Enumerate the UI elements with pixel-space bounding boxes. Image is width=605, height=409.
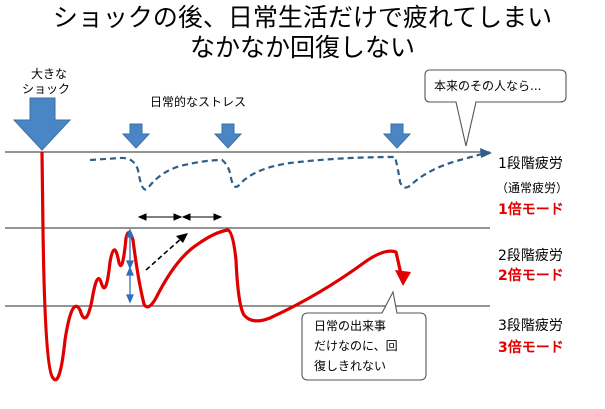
daily-callout-text-2: だけなのに、回: [314, 339, 398, 353]
level-3-mode: 3倍モード: [498, 340, 564, 356]
normal-curve-arrowhead: [480, 148, 492, 158]
level-3-name: 3段階疲労: [498, 318, 563, 334]
big-shock-label-1: 大きな: [31, 67, 68, 81]
title-line-1: ショックの後、日常生活だけで疲れてしまい: [52, 3, 553, 32]
daily-callout-text-3: 復しきれない: [314, 359, 387, 373]
stress-arrow-3: [382, 123, 412, 149]
stress-arrow-1: [121, 123, 151, 149]
level-2-mode: 2倍モード: [498, 268, 564, 284]
level-1-mode: 1倍モード: [498, 202, 564, 218]
interval-arrows: [137, 213, 223, 221]
daily-callout-text-1: 日常の出来事: [314, 319, 387, 333]
daily-stress-label: 日常的なストレス: [150, 95, 247, 109]
big-shock-label-2: ショック: [22, 82, 71, 96]
big-shock-arrow: [12, 97, 72, 151]
amplitude-arrows: [126, 228, 134, 304]
trend-arrowhead: [176, 233, 188, 243]
red-curve-arrowhead: [395, 270, 411, 286]
daily-callout: [301, 290, 427, 381]
normal-callout-text: 本来のその人なら...: [434, 79, 542, 93]
shock-fatigue-curve: [40, 151, 403, 382]
level-2-name: 2段階疲労: [498, 248, 563, 264]
stress-arrow-2: [213, 123, 243, 149]
normal-callout: [424, 69, 567, 147]
level-1-sub: （通常疲労）: [496, 181, 569, 195]
level-1-name: 1段階疲労: [498, 156, 563, 172]
title-line-2: なかなか回復しない: [189, 33, 415, 62]
trend-dashed-arrow: [145, 236, 184, 271]
normal-recovery-curve: [89, 152, 483, 191]
